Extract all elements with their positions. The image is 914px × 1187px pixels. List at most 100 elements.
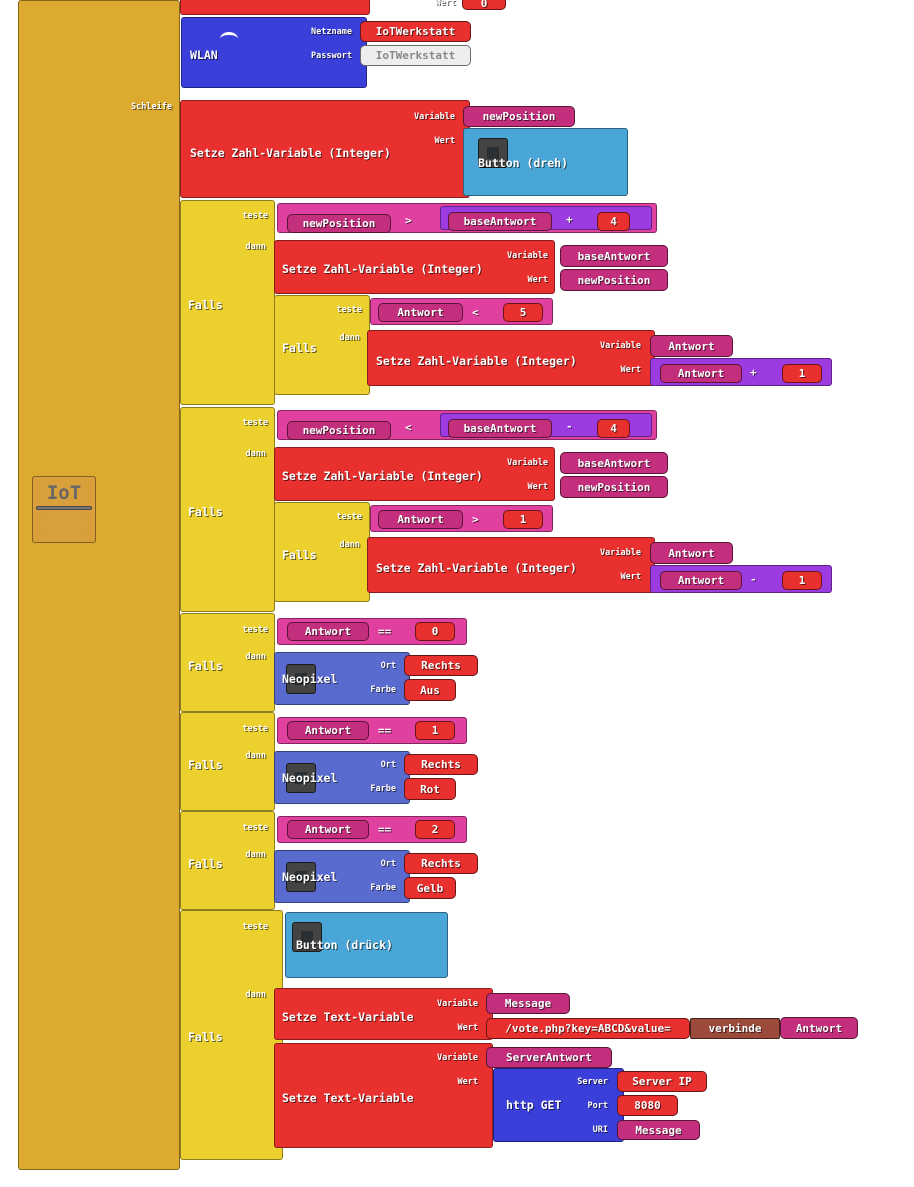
- value-field: baseAntwort: [448, 419, 552, 438]
- value-field: Antwort: [287, 820, 369, 839]
- value-field: IoTWerkstatt: [360, 21, 471, 42]
- value-field: newPosition: [560, 269, 668, 291]
- input-label: Wert: [527, 275, 548, 285]
- input-label: Farbe: [370, 685, 396, 695]
- block-text: Falls: [282, 341, 317, 355]
- input-label: Wert: [435, 0, 456, 8]
- value-field: 4: [597, 419, 630, 438]
- knob-icon: [286, 862, 316, 892]
- input-label: Farbe: [370, 784, 396, 794]
- value-field: Antwort: [287, 622, 369, 641]
- knob-icon: [292, 922, 322, 952]
- value-field: 0: [462, 0, 506, 10]
- knob-icon: [286, 664, 316, 694]
- block: [180, 100, 470, 198]
- logo-bar: [36, 506, 92, 510]
- input-label: Ort: [380, 859, 396, 869]
- value-field: Antwort: [650, 542, 733, 564]
- input-label: Wert: [620, 572, 641, 582]
- block: [274, 988, 493, 1040]
- wifi-icon: [220, 32, 238, 46]
- block-text: Setze Zahl-Variable (Integer): [282, 262, 483, 276]
- operator: -: [566, 420, 573, 433]
- if-block: [180, 613, 275, 712]
- value-field: Server IP: [617, 1071, 707, 1092]
- input-label: dann: [245, 990, 266, 1000]
- value-field: IoTWerkstatt: [360, 45, 471, 66]
- value-field: Antwort: [660, 364, 742, 383]
- operator: -: [750, 573, 757, 586]
- input-label: teste: [242, 418, 268, 428]
- block-text: Falls: [188, 298, 223, 312]
- block: [180, 0, 370, 15]
- value-field: baseAntwort: [448, 212, 552, 231]
- block-text: WLAN: [190, 48, 218, 62]
- input-label: teste: [242, 922, 268, 932]
- value-field: Rechts: [404, 655, 478, 676]
- block-text: http GET: [506, 1098, 562, 1112]
- input-label: dann: [245, 850, 266, 860]
- if-block: [180, 407, 275, 612]
- input-label: Ort: [380, 760, 396, 770]
- block-text: Falls: [188, 659, 223, 673]
- operator: <: [472, 306, 479, 319]
- value-field: Gelb: [404, 877, 456, 899]
- if-block: [180, 910, 283, 1160]
- input-label: Wert: [620, 365, 641, 375]
- input-label: Variable: [600, 341, 641, 351]
- value-field: newPosition: [287, 421, 391, 440]
- input-label: Wert: [527, 482, 548, 492]
- input-label: Port: [587, 1101, 608, 1111]
- input-label: teste: [242, 211, 268, 221]
- block-text: Neopixel: [282, 870, 338, 884]
- value-field: 0: [415, 622, 455, 641]
- input-label: Variable: [507, 251, 548, 261]
- block-text: Button (dreh): [478, 156, 569, 170]
- operator: <: [405, 421, 412, 434]
- block-text: Falls: [188, 758, 223, 772]
- operator: >: [472, 513, 479, 526]
- block: [274, 240, 555, 294]
- value-field: Rechts: [404, 853, 478, 874]
- value-field: Antwort: [287, 721, 369, 740]
- value-field: newPosition: [287, 214, 391, 233]
- block-text: Falls: [188, 505, 223, 519]
- value-field: Rechts: [404, 754, 478, 775]
- input-label: Farbe: [370, 883, 396, 893]
- knob-icon: [478, 138, 508, 168]
- block-text: Neopixel: [282, 771, 338, 785]
- block-text: Setze Text-Variable: [282, 1010, 414, 1024]
- block-text: Falls: [282, 548, 317, 562]
- input-label: Variable: [600, 548, 641, 558]
- operator: +: [566, 213, 573, 226]
- input-label: Wert: [457, 1023, 478, 1033]
- if-block: [274, 295, 370, 395]
- input-label: teste: [242, 625, 268, 635]
- block-text: Neopixel: [282, 672, 338, 686]
- value-field: newPosition: [463, 106, 575, 127]
- operator: +: [750, 366, 757, 379]
- block-text: Falls: [188, 857, 223, 871]
- block-text: Setze Zahl-Variable (Integer): [376, 354, 577, 368]
- value-field: 8080: [617, 1095, 678, 1116]
- if-block: [274, 502, 370, 602]
- block: [367, 537, 655, 593]
- input-label: Schleife: [131, 102, 172, 112]
- value-field: baseAntwort: [560, 245, 668, 267]
- logo-w: [42, 514, 86, 536]
- block-text: Setze Text-Variable: [282, 1091, 414, 1105]
- value-field: Message: [486, 993, 570, 1014]
- input-label: Wert: [434, 136, 455, 146]
- input-label: teste: [336, 305, 362, 315]
- operator: ==: [378, 823, 392, 836]
- value-field: newPosition: [560, 476, 668, 498]
- input-label: teste: [242, 823, 268, 833]
- value-field: Aus: [404, 679, 456, 701]
- input-label: dann: [339, 540, 360, 550]
- value-field: Antwort: [378, 510, 463, 529]
- block-text: Setze Zahl-Variable (Integer): [376, 561, 577, 575]
- block-text: Falls: [188, 1030, 223, 1044]
- input-label: URI: [592, 1125, 608, 1135]
- value-field: 5: [503, 303, 543, 322]
